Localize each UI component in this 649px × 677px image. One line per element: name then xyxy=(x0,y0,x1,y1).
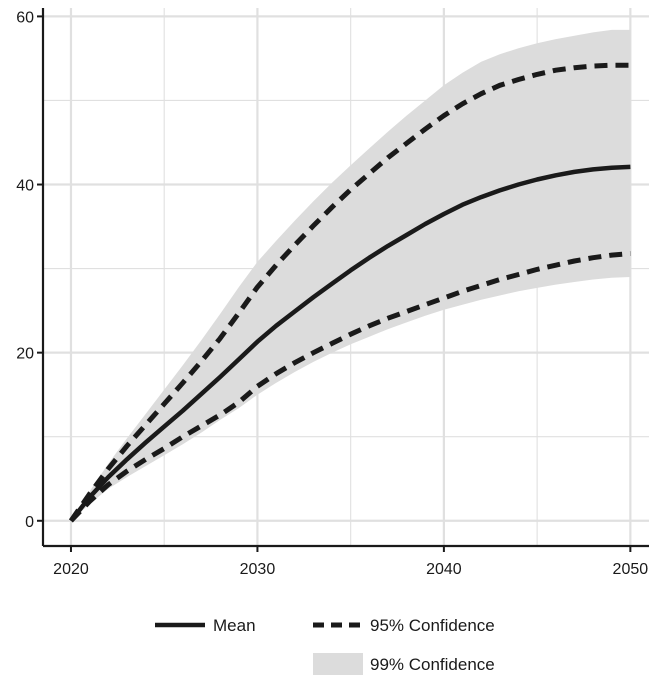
y-tick-label: 20 xyxy=(16,346,34,363)
x-tick-label: 2040 xyxy=(426,561,462,578)
legend-label-mean: Mean xyxy=(213,616,256,635)
confidence-band-99 xyxy=(71,29,631,521)
y-tick-label: 0 xyxy=(25,514,34,531)
line-95-lower xyxy=(69,251,631,523)
line-95-upper xyxy=(68,62,631,523)
legend-label-95: 95% Confidence xyxy=(370,616,495,635)
legend: Mean 95% Confidence 99% Confidence xyxy=(155,616,495,675)
x-tick-label: 2020 xyxy=(53,561,89,578)
legend-label-99: 99% Confidence xyxy=(370,655,495,674)
y-tick-label: 60 xyxy=(16,9,34,26)
x-tick-label: 2050 xyxy=(613,561,649,578)
line-mean xyxy=(69,164,631,523)
legend-swatch-99 xyxy=(313,653,363,675)
y-tick-label: 40 xyxy=(16,178,34,195)
x-tick-label: 2030 xyxy=(240,561,276,578)
